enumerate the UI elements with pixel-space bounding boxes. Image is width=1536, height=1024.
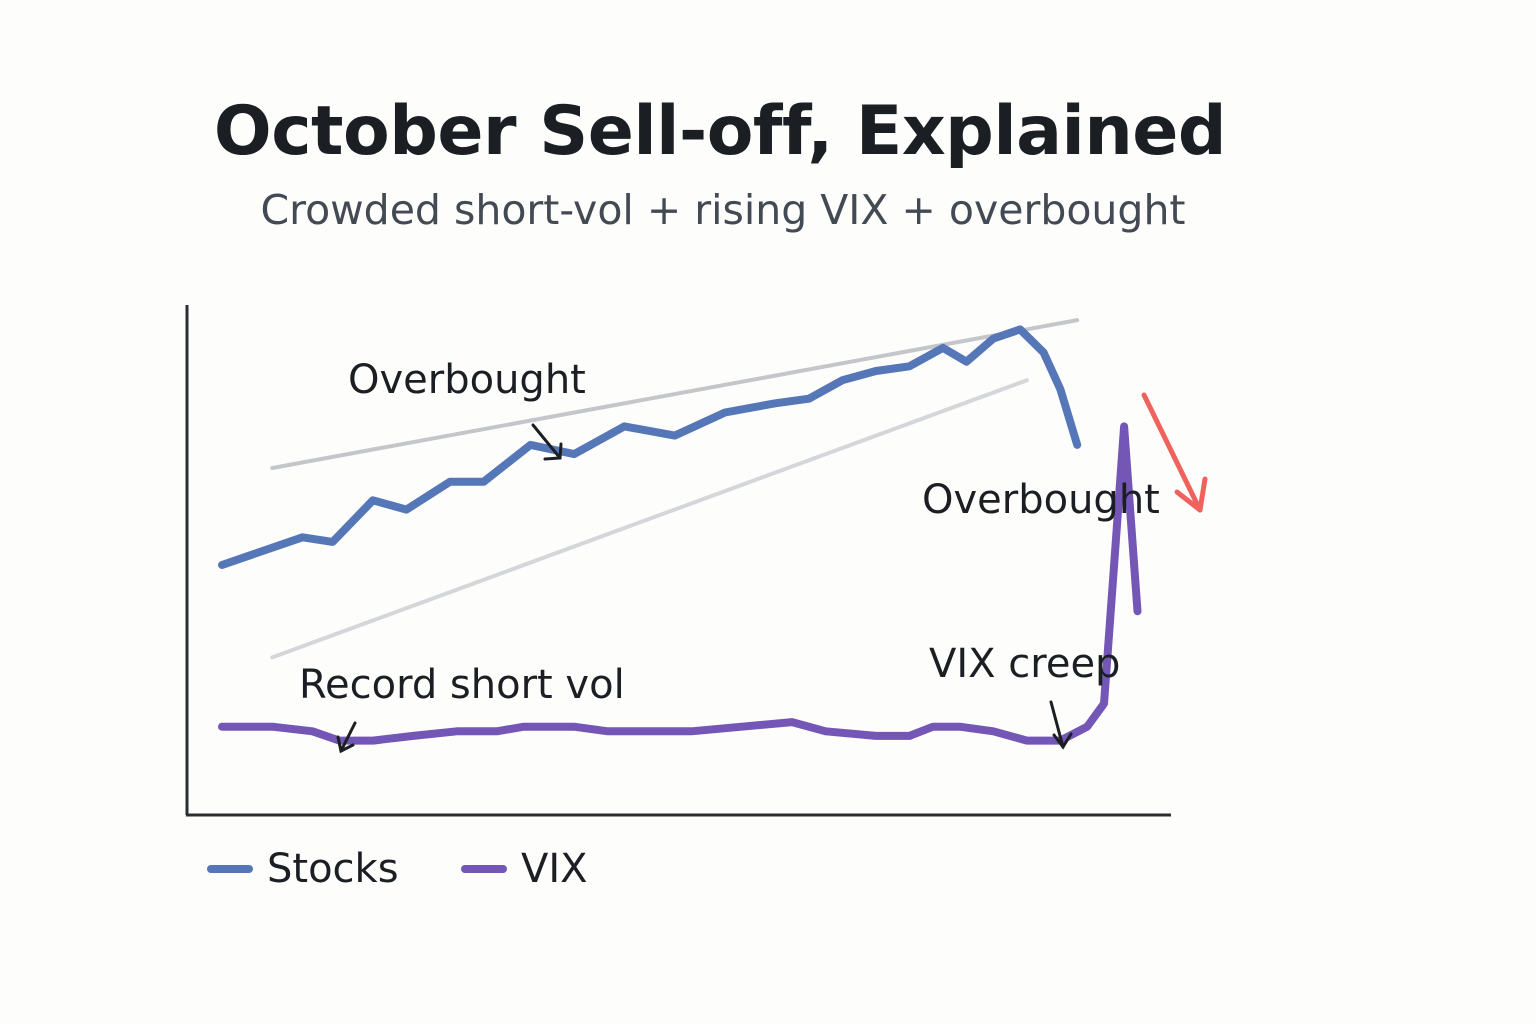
pointer-arrow-overbought xyxy=(531,423,563,461)
legend-swatch-stocks xyxy=(207,865,253,873)
series-lines xyxy=(218,325,1142,745)
annotations: Overbought Overbought Record short vol V… xyxy=(299,357,1208,754)
series-line-stocks xyxy=(218,325,1082,569)
chart-subtitle: Crowded short-vol + rising VIX + overbou… xyxy=(260,186,1186,234)
axes xyxy=(185,305,1171,817)
legend-item-stocks: Stocks xyxy=(207,846,399,892)
annotation-overbought-right: Overbought xyxy=(922,477,1160,523)
annotation-vix-creep: VIX creep xyxy=(929,641,1120,687)
chart-title: October Sell-off, Explained xyxy=(213,92,1227,171)
sell-off-arrow xyxy=(1141,392,1208,513)
legend-item-vix: VIX xyxy=(461,846,588,892)
annotation-overbought-top: Overbought xyxy=(348,357,586,403)
legend-label-vix: VIX xyxy=(521,846,588,892)
trend-line-lower xyxy=(270,378,1029,660)
series-line-vix xyxy=(218,422,1142,745)
legend-swatch-vix xyxy=(461,865,507,873)
pointer-arrow-record-short-vol xyxy=(336,721,357,754)
pointer-arrow-vix-creep xyxy=(1049,700,1073,750)
annotation-record-short-vol: Record short vol xyxy=(299,662,625,708)
legend-label-stocks: Stocks xyxy=(267,846,399,892)
